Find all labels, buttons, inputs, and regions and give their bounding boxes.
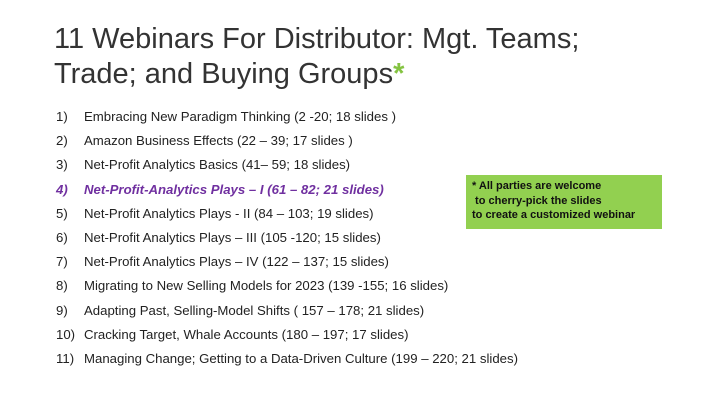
item-text: Net-Profit Analytics Basics (41– 59; 18 … (84, 157, 351, 173)
item-text: Embracing New Paradigm Thinking (2 -20; … (84, 109, 396, 124)
item-text: Net-Profit Analytics Plays - II (84 – 10… (84, 205, 374, 221)
item-text: Cracking Target, Whale Accounts (180 – 1… (84, 326, 409, 342)
item-number: 3) (56, 157, 68, 173)
slide-title: 11 Webinars For Distributor: Mgt. Teams;… (54, 22, 654, 92)
item-number: 7) (56, 254, 68, 270)
webinar-item-3: 3) Net-Profit Analytics Basics (41– 59; 1… (56, 155, 596, 179)
item-number: 1) (56, 109, 68, 124)
item-number: 5) (56, 205, 68, 221)
webinar-item-9: 9) Adapting Past, Selling-Model Shifts ( … (56, 301, 596, 325)
callout-line-3: to create a customized webinar (472, 209, 636, 221)
item-number: 10) (56, 326, 76, 342)
item-text: Net-Profit Analytics Plays – IV (122 – 1… (84, 254, 389, 270)
item-text: Adapting Past, Selling-Model Shifts ( 15… (84, 302, 425, 318)
webinar-item-4-highlighted: 4) Net-Profit-Analytics Plays – I (61 – 8… (56, 180, 596, 204)
callout-line-2: to cherry-pick the slides (472, 194, 602, 207)
webinar-list: 1) Embracing New Paradigm Thinking (2 -20… (56, 107, 596, 373)
webinar-item-8: 8) Migrating to New Selling Models for 20… (56, 276, 596, 300)
item-text: Migrating to New Selling Models for 2023… (84, 278, 449, 294)
item-number: 4) (56, 181, 68, 197)
webinar-item-5: 5) Net-Profit Analytics Plays - II (84 – … (56, 204, 596, 228)
webinar-item-6: 6) Net-Profit Analytics Plays – III (105 … (56, 228, 596, 252)
webinar-item-1: 1) Embracing New Paradigm Thinking (2 -20… (56, 107, 596, 131)
callout-line-1: * All parties are welcome (472, 180, 602, 192)
webinar-item-10: 10) Cracking Target, Whale Accounts (180 … (56, 325, 596, 349)
item-text: Net-Profit Analytics Plays – III (105 -1… (84, 229, 381, 245)
webinar-item-11: 11) Managing Change; Getting to a Data-Dr… (56, 349, 596, 373)
title-line-2: Trade; and Buying Groups (54, 58, 394, 90)
item-number: 2) (56, 133, 68, 149)
webinar-item-7: 7) Net-Profit Analytics Plays – IV (122 –… (56, 252, 596, 276)
webinar-item-2: 2) Amazon Business Effects (22 – 39; 17 s… (56, 131, 596, 155)
title-line-1: 11 Webinars For Distributor: Mgt. Teams; (54, 23, 580, 55)
item-number: 8) (56, 278, 68, 294)
item-number: 11) (56, 350, 75, 366)
item-number: 9) (56, 302, 68, 318)
item-text: Managing Change; Getting to a Data-Drive… (84, 350, 518, 366)
item-number: 6) (56, 229, 68, 245)
callout-box: * All parties are welcome to cherry-pick… (466, 175, 662, 229)
item-text: Amazon Business Effects (22 – 39; 17 sli… (84, 133, 353, 149)
item-text: Net-Profit-Analytics Plays – I (61 – 82;… (84, 181, 384, 197)
asterisk-mark: * (393, 58, 405, 90)
